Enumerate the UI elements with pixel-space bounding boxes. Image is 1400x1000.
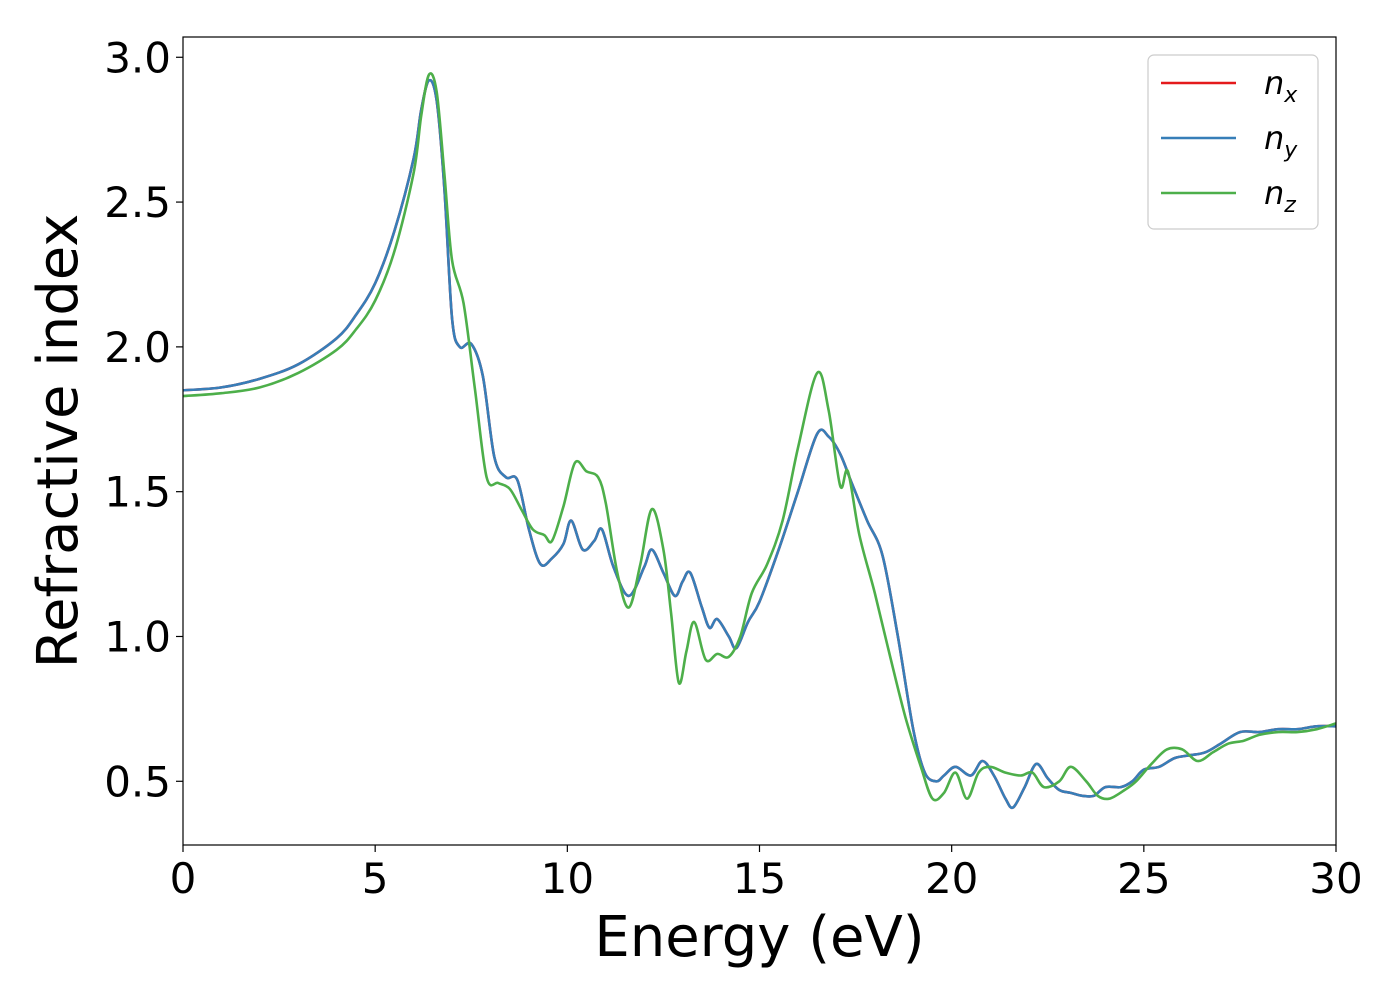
legend-label-ny: ny — [1264, 119, 1298, 163]
x-tick-label: 10 — [541, 854, 594, 903]
legend: nx ny nz — [1147, 54, 1319, 230]
x-tick-label: 30 — [1309, 854, 1362, 903]
x-tick-label: 5 — [362, 854, 389, 903]
legend-label-nx: nx — [1264, 64, 1298, 108]
y-tick-label: 1.0 — [104, 612, 171, 661]
y-tick-label: 2.5 — [104, 178, 171, 227]
x-axis: 0 5 10 15 20 25 30 — [170, 845, 1363, 903]
series-line-ny — [183, 78, 1336, 810]
y-tick-label: 1.5 — [104, 468, 171, 517]
y-tick-label: 2.0 — [104, 323, 171, 372]
x-tick-label: 20 — [925, 854, 978, 903]
x-axis-title: Energy (eV) — [594, 905, 924, 970]
y-tick-label: 0.5 — [104, 757, 171, 806]
x-tick-label: 15 — [733, 854, 786, 903]
series-line-nz — [183, 72, 1336, 802]
y-tick-label: 3.0 — [104, 33, 171, 82]
legend-label-nz: nz — [1264, 174, 1296, 218]
legend-box — [1147, 54, 1319, 230]
y-axis: 0.5 1.0 1.5 2.0 2.5 3.0 — [104, 33, 183, 806]
series-layer — [183, 72, 1336, 810]
x-tick-label: 0 — [170, 854, 197, 903]
y-axis-title: Refractive index — [26, 214, 91, 669]
x-tick-label: 25 — [1117, 854, 1170, 903]
